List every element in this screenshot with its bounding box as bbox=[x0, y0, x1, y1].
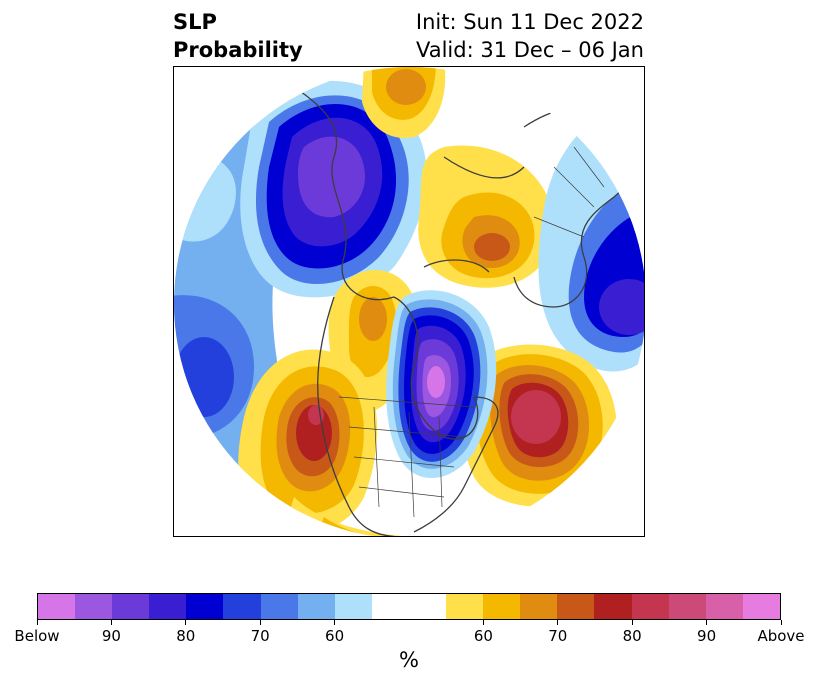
colorbar-swatch bbox=[260, 594, 298, 619]
colorbar-swatch bbox=[705, 594, 743, 619]
colorbar-swatch bbox=[149, 594, 187, 619]
colorbar-tick-label: 90 bbox=[697, 627, 717, 645]
title-variable: SLP bbox=[173, 10, 217, 34]
coastlines bbox=[293, 86, 637, 536]
colorbar-tick-mark bbox=[259, 620, 261, 625]
political-borders bbox=[338, 146, 605, 518]
below-siberia-region bbox=[240, 80, 427, 298]
above-east-siberia-region bbox=[362, 67, 446, 138]
colorbar bbox=[37, 593, 781, 620]
colorbar-tick-mark bbox=[780, 620, 782, 625]
above-north-atlantic-region bbox=[462, 344, 617, 507]
colorbar-tick-label: 70 bbox=[250, 627, 270, 645]
colorbar-tick-mark bbox=[706, 620, 708, 625]
colorbar-tick-label: 80 bbox=[176, 627, 196, 645]
colorbar-tick-mark bbox=[334, 620, 336, 625]
colorbar-tick-mark bbox=[482, 620, 484, 625]
colorbar-swatch bbox=[371, 594, 409, 619]
colorbar-swatch bbox=[520, 594, 558, 619]
colorbar-tick-mark bbox=[557, 620, 559, 625]
colorbar-swatch bbox=[112, 594, 150, 619]
colorbar-swatch bbox=[186, 594, 224, 619]
colorbar-swatch bbox=[594, 594, 632, 619]
colorbar-swatch bbox=[297, 594, 335, 619]
above-arctic-ocean-region bbox=[418, 145, 554, 288]
title-product: Probability bbox=[173, 38, 303, 62]
colorbar-swatch bbox=[223, 594, 261, 619]
colorbar-swatch bbox=[446, 594, 484, 619]
colorbar-swatch bbox=[742, 594, 780, 619]
colorbar-swatch bbox=[75, 594, 113, 619]
colorbar-units-label: % bbox=[399, 648, 419, 672]
colorbar-tick-label: Above bbox=[757, 627, 805, 645]
colorbar-swatch bbox=[483, 594, 521, 619]
map-panel bbox=[173, 66, 645, 537]
colorbar-swatch bbox=[557, 594, 595, 619]
colorbar-swatch bbox=[408, 594, 447, 619]
title-right: Init: Sun 11 Dec 2022 Valid: 31 Dec – 06… bbox=[416, 8, 644, 64]
colorbar-tick-label: 60 bbox=[473, 627, 493, 645]
colorbar-tick-label: Below bbox=[14, 627, 60, 645]
colorbar-swatch bbox=[334, 594, 372, 619]
colorbar-swatch bbox=[631, 594, 669, 619]
colorbar-tick-mark bbox=[110, 620, 112, 625]
colorbar-tick-mark bbox=[631, 620, 633, 625]
colorbar-swatch bbox=[668, 594, 706, 619]
probability-map bbox=[174, 67, 644, 536]
title-left: SLP Probability bbox=[173, 8, 303, 64]
colorbar-tick-label: 90 bbox=[101, 627, 121, 645]
valid-period: Valid: 31 Dec – 06 Jan bbox=[415, 38, 644, 62]
colorbar-tick-label: 70 bbox=[548, 627, 568, 645]
init-date: Init: Sun 11 Dec 2022 bbox=[415, 10, 644, 34]
colorbar-tick-label: 80 bbox=[622, 627, 642, 645]
below-north-america-region bbox=[386, 290, 497, 479]
colorbar-tick-mark bbox=[185, 620, 187, 625]
colorbar-swatch bbox=[38, 594, 76, 619]
colorbar-tick-mark bbox=[36, 620, 38, 625]
above-west-us-region bbox=[238, 349, 378, 535]
colorbar-tick-label: 60 bbox=[325, 627, 345, 645]
